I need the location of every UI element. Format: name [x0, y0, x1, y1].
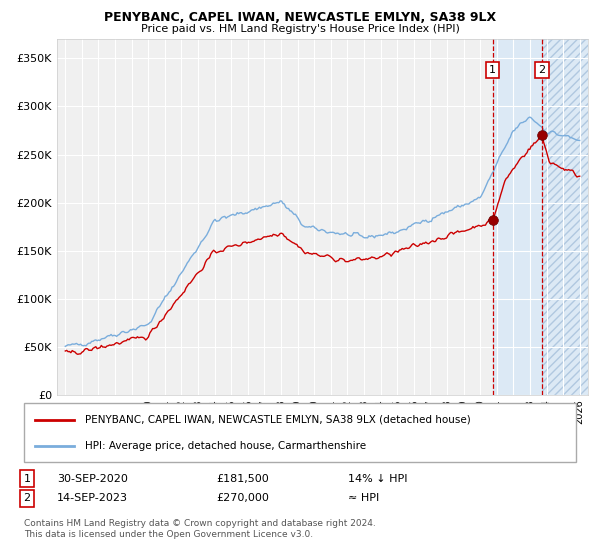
Text: ≈ HPI: ≈ HPI: [348, 493, 379, 503]
Text: HPI: Average price, detached house, Carmarthenshire: HPI: Average price, detached house, Carm…: [85, 441, 366, 451]
Text: 1: 1: [23, 474, 31, 484]
Text: 30-SEP-2020: 30-SEP-2020: [57, 474, 128, 484]
Text: PENYBANC, CAPEL IWAN, NEWCASTLE EMLYN, SA38 9LX: PENYBANC, CAPEL IWAN, NEWCASTLE EMLYN, S…: [104, 11, 496, 24]
Text: £270,000: £270,000: [216, 493, 269, 503]
Text: 14% ↓ HPI: 14% ↓ HPI: [348, 474, 407, 484]
Bar: [493, 39, 542, 395]
Text: Contains HM Land Registry data © Crown copyright and database right 2024.
This d: Contains HM Land Registry data © Crown c…: [24, 520, 376, 539]
Bar: [542, 39, 588, 395]
Text: PENYBANC, CAPEL IWAN, NEWCASTLE EMLYN, SA38 9LX (detached house): PENYBANC, CAPEL IWAN, NEWCASTLE EMLYN, S…: [85, 414, 470, 424]
Text: 14-SEP-2023: 14-SEP-2023: [57, 493, 128, 503]
Text: 2: 2: [538, 65, 545, 75]
FancyBboxPatch shape: [24, 403, 576, 462]
Text: 2: 2: [23, 493, 31, 503]
Text: £181,500: £181,500: [216, 474, 269, 484]
Text: Price paid vs. HM Land Registry's House Price Index (HPI): Price paid vs. HM Land Registry's House …: [140, 24, 460, 34]
Text: 1: 1: [489, 65, 496, 75]
